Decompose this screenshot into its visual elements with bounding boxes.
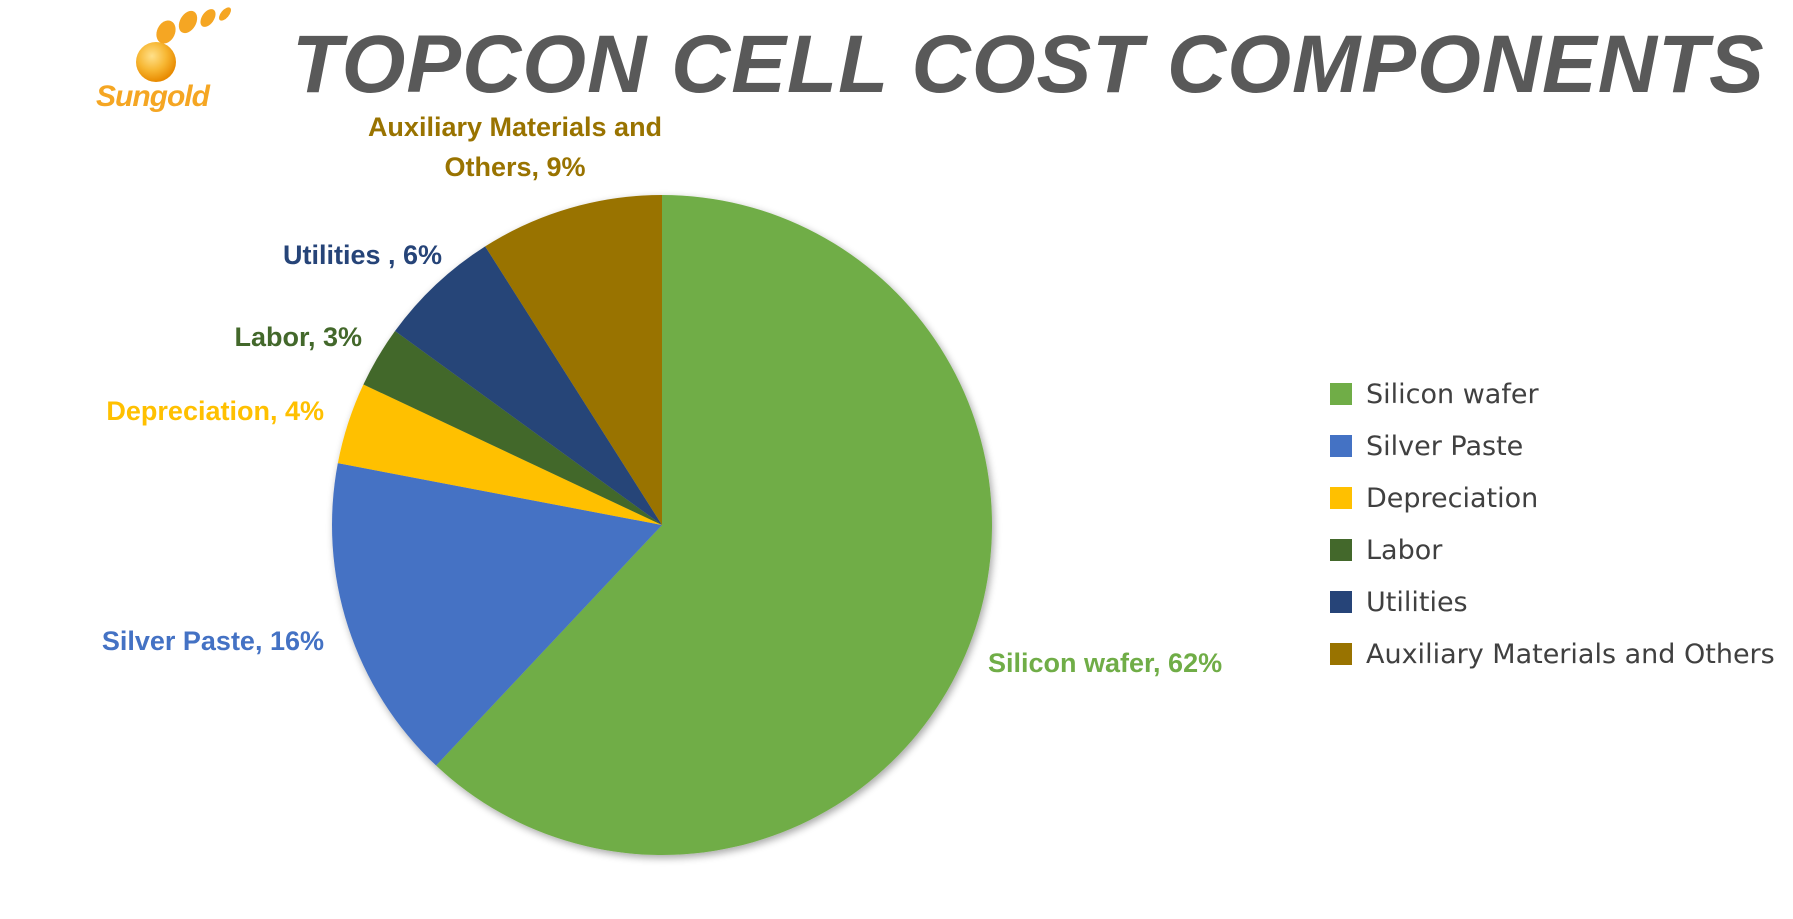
pie-slice-silver-paste	[332, 463, 662, 766]
legend-item: Utilities	[1330, 576, 1775, 628]
legend-item: Silver Paste	[1330, 420, 1775, 472]
legend-item: Depreciation	[1330, 472, 1775, 524]
logo-text: Sungold	[96, 80, 210, 113]
pie-slice-utilities	[395, 246, 662, 525]
page-title: TOPCON CELL COST COMPONENTS	[292, 19, 1765, 110]
pie-slice-auxiliary-materials-and-others	[485, 195, 662, 525]
slice-label-silicon-wafer: Silicon wafer, 62%	[988, 648, 1222, 678]
slice-label-auxiliary-materials-and-others: Auxiliary Materials and Others, 9%	[368, 112, 662, 182]
pie-labels: Silicon wafer, 62% Silver Paste, 16% Depre…	[102, 112, 1222, 678]
slice-label-depreciation: Depreciation, 4%	[106, 396, 324, 426]
sungold-logo-icon	[136, 7, 231, 82]
legend-label: Depreciation	[1366, 482, 1539, 514]
legend-swatch	[1330, 487, 1352, 509]
slice-label-labor: Labor, 3%	[234, 322, 362, 352]
legend-label: Auxiliary Materials and Others	[1366, 638, 1775, 670]
slice-label-utilities: Utilities , 6%	[283, 240, 442, 270]
chart-legend: Silicon wafer Silver Paste Depreciation Lab…	[1330, 368, 1775, 680]
legend-item: Auxiliary Materials and Others	[1330, 628, 1775, 680]
legend-label: Silver Paste	[1366, 430, 1524, 462]
pie-slice-silicon-wafer	[436, 195, 993, 855]
legend-swatch	[1330, 435, 1352, 457]
slice-label-silver-paste: Silver Paste, 16%	[102, 626, 324, 656]
legend-item: Labor	[1330, 524, 1775, 576]
pie-slice-depreciation	[337, 384, 662, 525]
legend-swatch	[1330, 591, 1352, 613]
legend-label: Silicon wafer	[1366, 378, 1539, 410]
legend-item: Silicon wafer	[1330, 368, 1775, 420]
legend-label: Utilities	[1366, 586, 1468, 618]
legend-swatch	[1330, 539, 1352, 561]
legend-swatch	[1330, 383, 1352, 405]
pie-slices	[332, 195, 993, 855]
legend-swatch	[1330, 643, 1352, 665]
legend-label: Labor	[1366, 534, 1443, 566]
pie-slice-labor	[363, 331, 662, 525]
